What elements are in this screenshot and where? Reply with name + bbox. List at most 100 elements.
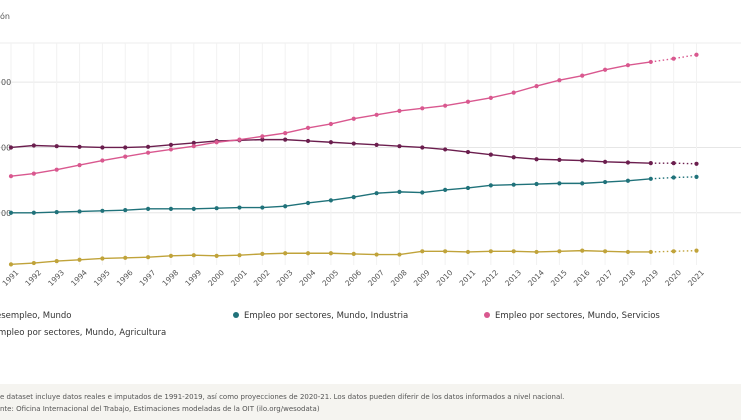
data-point (534, 181, 539, 187)
data-point (603, 159, 608, 164)
data-point (54, 167, 59, 172)
x-tick-label: 2014 (526, 268, 546, 288)
data-point (146, 255, 151, 260)
data-point (420, 190, 425, 195)
data-point (260, 205, 265, 210)
data-point (671, 175, 676, 180)
data-point (146, 150, 151, 155)
data-point (237, 137, 242, 142)
x-tick-label: 2000 (206, 268, 226, 288)
data-point (123, 255, 128, 260)
x-tick-label: 2001 (229, 268, 249, 288)
data-point (443, 249, 448, 254)
data-point (511, 249, 516, 254)
x-tick-label: 2007 (366, 268, 386, 288)
legend-item-agricultura[interactable]: mpleo por sectores, Mundo, Agricultura (0, 328, 166, 338)
y-tick-label: 00 (1, 143, 11, 152)
data-point (648, 249, 653, 255)
data-point (648, 59, 653, 65)
x-tick-label: 1998 (160, 268, 180, 288)
data-point (488, 95, 493, 100)
x-tick-label: 1992 (23, 268, 43, 288)
data-point (443, 187, 448, 193)
data-point (625, 63, 631, 68)
data-point (305, 251, 311, 256)
data-point (191, 253, 196, 258)
data-point (488, 152, 493, 157)
footer-source: nte: Oficina Internacional del Trabajo, … (0, 405, 320, 413)
data-point (443, 103, 448, 108)
legend-item-desempleo[interactable]: esempleo, Mundo (0, 311, 71, 321)
data-point (77, 163, 82, 168)
legend-label: esempleo, Mundo (0, 311, 72, 321)
legend-item-servicios[interactable]: Empleo por sectores, Mundo, Servicios (484, 311, 660, 321)
data-point (534, 249, 539, 255)
data-point (214, 253, 219, 258)
data-point (443, 147, 448, 152)
data-point (420, 106, 425, 111)
data-point (31, 171, 36, 176)
data-point (54, 144, 59, 149)
data-point (351, 116, 356, 121)
data-point (123, 145, 128, 150)
data-point (260, 134, 265, 139)
data-point (557, 157, 562, 162)
data-point (603, 249, 608, 254)
data-point (603, 67, 608, 72)
data-point (420, 145, 425, 150)
data-point (8, 210, 14, 215)
x-tick-label: 2010 (435, 268, 455, 288)
line-chart: 00 00 00 1991 1992 1993 1994 1995 1996 1997 1998 1… (0, 42, 741, 288)
legend-label: mpleo por sectores, Mundo, Agricultura (0, 328, 167, 338)
x-tick-label: 2002 (252, 268, 272, 288)
y-tick-label: 00 (1, 78, 11, 87)
data-point (77, 209, 82, 214)
data-point (397, 108, 402, 114)
data-point (31, 210, 36, 215)
data-point (625, 160, 631, 165)
data-point (168, 253, 174, 258)
data-point (465, 185, 471, 191)
data-point (580, 158, 585, 163)
footer-note: e dataset incluye datos reales e imputad… (0, 393, 565, 401)
data-point (374, 191, 379, 196)
data-point (671, 161, 676, 166)
data-point (580, 73, 585, 78)
data-point (191, 206, 196, 211)
data-point (511, 90, 516, 95)
x-tick-label: 2006 (343, 268, 363, 288)
legend-swatch (233, 312, 239, 318)
data-point (397, 144, 402, 149)
data-point (671, 249, 676, 254)
data-point (328, 121, 333, 127)
data-point (351, 194, 356, 200)
data-point (31, 143, 36, 148)
data-point (557, 78, 562, 83)
legend-item-industria[interactable]: Empleo por sectores, Mundo, Industria (233, 311, 408, 321)
data-point (603, 179, 608, 185)
grid-layer (0, 42, 741, 265)
data-point (54, 258, 59, 264)
data-point (351, 141, 356, 146)
data-point (465, 99, 471, 104)
x-tick-label: 2013 (503, 268, 523, 288)
data-point (465, 149, 471, 155)
data-point (305, 200, 311, 206)
x-tick-label: 2003 (275, 268, 295, 288)
data-point (8, 262, 14, 267)
x-tick-label: 1999 (183, 268, 203, 288)
data-point (31, 260, 36, 266)
data-point (283, 137, 288, 142)
data-point (420, 249, 425, 254)
data-point (100, 145, 105, 150)
data-point (191, 144, 196, 149)
data-point (260, 251, 265, 256)
data-point (374, 142, 379, 147)
data-point (168, 206, 174, 211)
data-point (328, 198, 333, 203)
y-axis-ticks: 00 00 00 (1, 78, 11, 218)
data-point (397, 189, 402, 194)
data-point (488, 183, 493, 188)
x-tick-label: 2020 (663, 268, 683, 288)
data-point (328, 251, 333, 256)
